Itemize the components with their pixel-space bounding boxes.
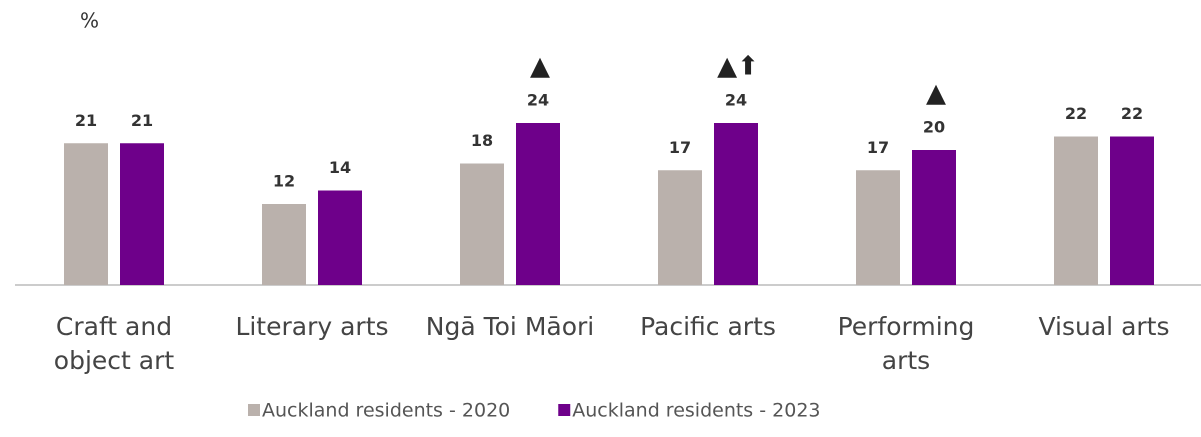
data-label: 17 xyxy=(669,138,691,157)
bar xyxy=(516,123,560,285)
data-label: 17 xyxy=(867,138,889,157)
significance-marker: ▲ xyxy=(530,52,550,82)
x-tick-label: Literary arts xyxy=(235,312,389,341)
bar xyxy=(912,150,956,285)
significance-marker: ▲⬆ xyxy=(717,52,759,82)
y-axis-label: % xyxy=(80,9,99,33)
bar xyxy=(120,143,164,285)
x-tick-label: Performing arts xyxy=(837,312,975,375)
data-label: 22 xyxy=(1121,104,1143,123)
data-label: 21 xyxy=(75,111,97,130)
data-label: 20 xyxy=(923,118,945,137)
bar xyxy=(460,163,504,285)
legend-swatch xyxy=(558,404,571,416)
data-label: 18 xyxy=(471,131,493,150)
bar xyxy=(658,170,702,285)
data-label: 14 xyxy=(329,158,351,177)
legend-label: Auckland residents - 2023 xyxy=(572,400,820,422)
bar xyxy=(1110,136,1154,285)
bar xyxy=(714,123,758,285)
x-tick-label: Craft and object art xyxy=(53,312,175,375)
data-label: 24 xyxy=(527,91,549,110)
x-tick-label: Ngā Toi Māori xyxy=(425,312,595,341)
bar xyxy=(64,143,108,285)
legend-label: Auckland residents - 2020 xyxy=(262,400,510,422)
data-label: 21 xyxy=(131,111,153,130)
x-tick-label: Pacific arts xyxy=(640,312,776,341)
x-tick-label: Visual arts xyxy=(1038,312,1170,341)
data-label: 12 xyxy=(273,172,295,191)
bar xyxy=(318,190,362,285)
legend-swatch xyxy=(248,404,260,416)
bar xyxy=(1054,136,1098,285)
data-label: 22 xyxy=(1065,104,1087,123)
bar xyxy=(262,204,306,285)
bar xyxy=(856,170,900,285)
significance-marker: ▲ xyxy=(926,79,946,109)
data-label: 24 xyxy=(725,91,747,110)
